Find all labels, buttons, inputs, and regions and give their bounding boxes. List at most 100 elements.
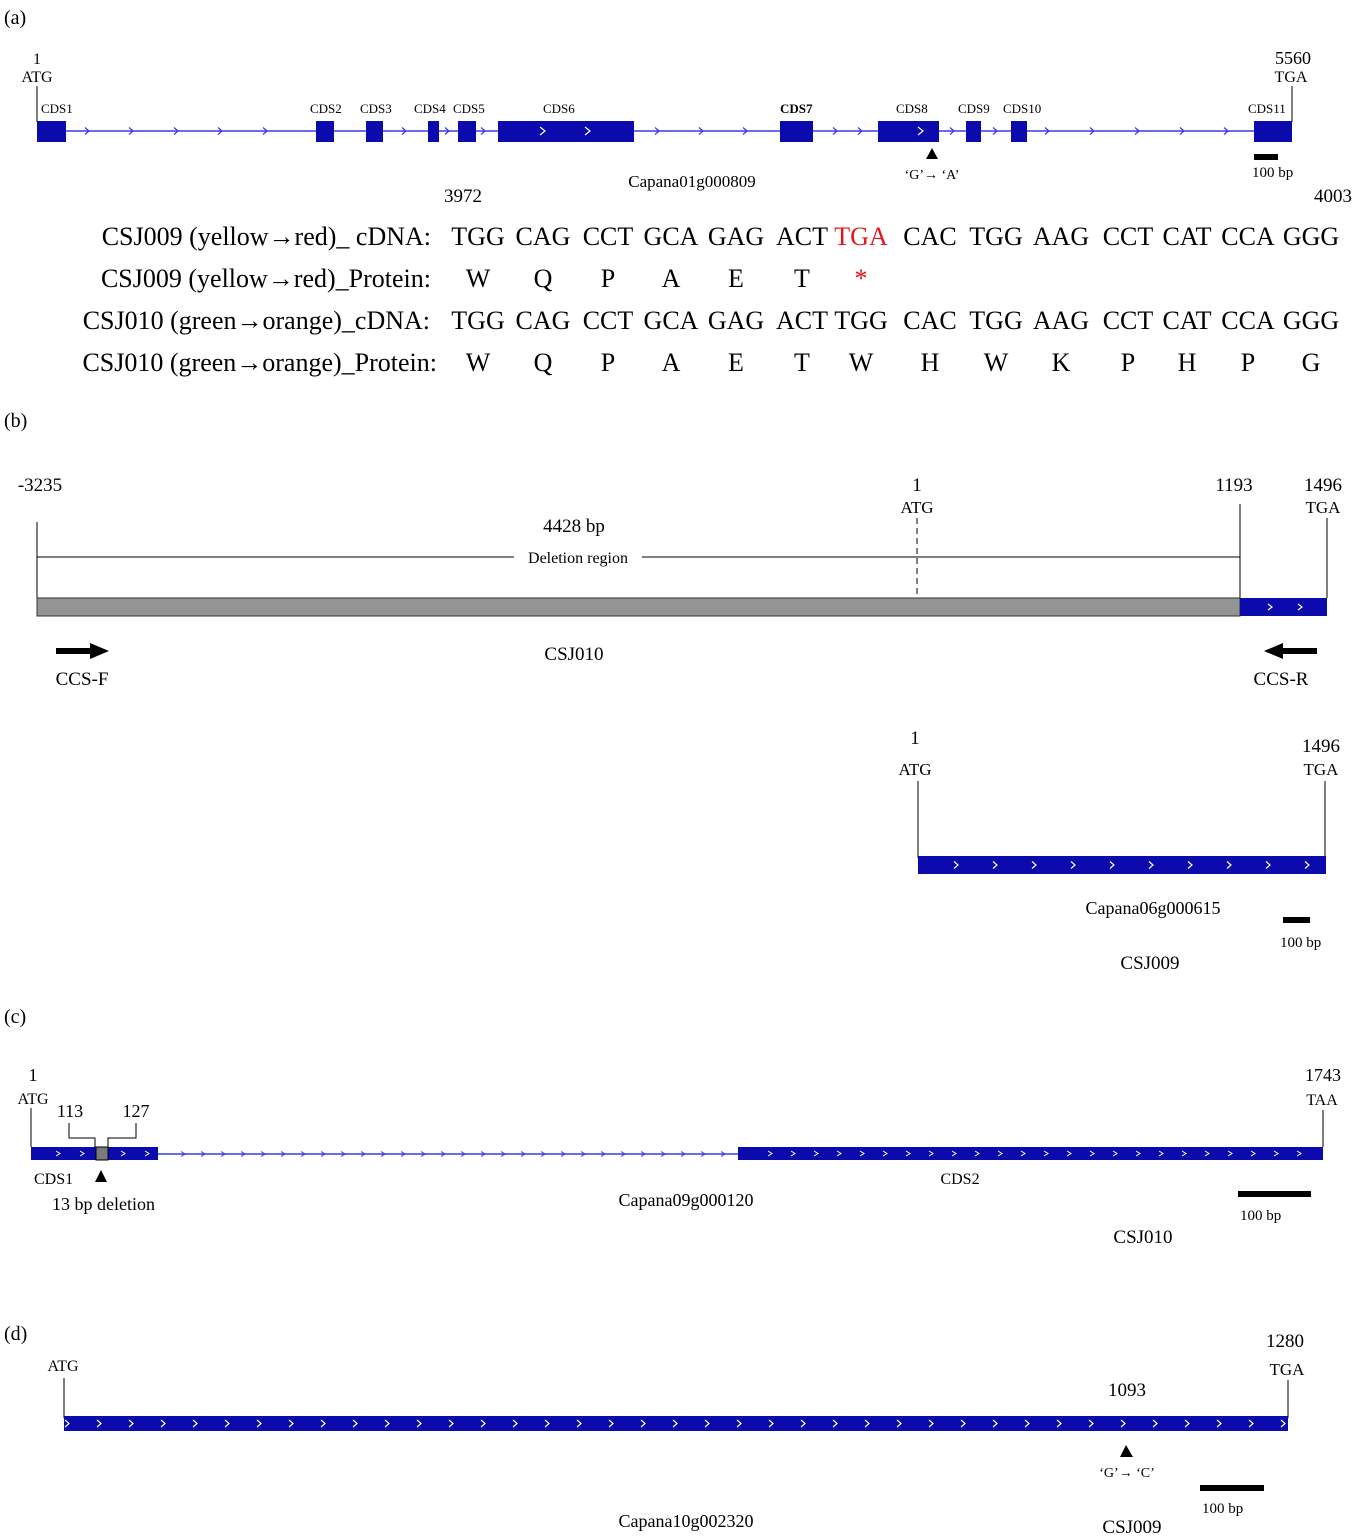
panel-b2-atg: ATG <box>898 760 931 779</box>
codon-token: CCA <box>1221 222 1275 251</box>
direction-arrow <box>401 127 407 135</box>
direction-arrow <box>660 1151 666 1157</box>
remaining-exon-bar <box>1240 598 1327 616</box>
amino-acid-token: P <box>601 264 615 293</box>
direction-arrow <box>800 1419 806 1428</box>
panel-d-exon-arrows <box>64 1419 1286 1428</box>
direction-arrow <box>384 1419 390 1428</box>
direction-arrow <box>928 1150 934 1157</box>
panel-a-start-number: 1 <box>33 51 41 68</box>
direction-arrow <box>448 1419 454 1428</box>
panel-b-atg: ATG <box>900 498 933 517</box>
panel-c-gene-name: Capana09g000120 <box>619 1190 754 1210</box>
panel-a-sequence-alignment: CSJ009 (yellow→red)_ cDNA: TGG CAG CCT GCA GA… <box>82 222 1339 377</box>
direction-arrow <box>1089 1150 1095 1157</box>
codon-token: CCA <box>1221 306 1275 335</box>
direction-arrow <box>960 1419 966 1428</box>
direction-arrow <box>128 1419 134 1428</box>
panel-d-gene-name: Capana10g002320 <box>619 1511 754 1531</box>
codon-token: CAC <box>903 306 956 335</box>
amino-acid-token: K <box>1052 348 1071 377</box>
panel-b2-exon-bar <box>918 856 1326 874</box>
direction-arrow <box>300 1151 306 1157</box>
direction-arrow <box>1020 1150 1026 1157</box>
direction-arrow <box>256 1419 262 1428</box>
panel-b-label: (b) <box>4 410 27 432</box>
direction-arrow <box>992 1419 998 1428</box>
codon-token: CCT <box>1103 306 1154 335</box>
panel-d-exon-bar <box>64 1416 1288 1431</box>
direction-arrow <box>859 1150 865 1157</box>
direction-arrow <box>640 1151 646 1157</box>
direction-arrow <box>64 1419 70 1428</box>
direction-arrow <box>1179 127 1185 135</box>
exon-arrow <box>917 126 924 136</box>
panel-a-intron-arrows <box>84 127 1229 135</box>
cds-label-4: CDS4 <box>414 101 446 116</box>
panel-a-start-codon: ATG <box>21 69 53 86</box>
codon-token: CCT <box>583 306 634 335</box>
codon-token: GAG <box>708 222 764 251</box>
direction-arrow <box>1304 861 1310 869</box>
cds-label-5: CDS5 <box>453 101 485 116</box>
direction-arrow <box>320 1151 326 1157</box>
direction-arrow <box>974 1150 980 1157</box>
panel-c-end-codon: TAA <box>1306 1092 1338 1109</box>
exon-cds4 <box>428 121 439 142</box>
cds-label-8: CDS8 <box>896 101 928 116</box>
panel-c-exon-arrows <box>55 1150 1302 1157</box>
direction-arrow <box>480 127 486 135</box>
panel-b-gene-name: Capana06g000615 <box>1086 898 1221 918</box>
panel-b-pos-atg: 1 <box>912 475 922 496</box>
amino-acid-token: E <box>728 348 744 377</box>
direction-arrow <box>1296 1150 1302 1157</box>
direction-arrow <box>444 127 450 135</box>
direction-arrow <box>480 1151 486 1157</box>
exon-cds7 <box>780 121 813 142</box>
direction-arrow <box>1134 127 1140 135</box>
direction-arrow <box>997 1150 1003 1157</box>
direction-arrow <box>55 1150 61 1157</box>
direction-arrow <box>512 1419 518 1428</box>
direction-arrow <box>262 127 268 135</box>
direction-arrow <box>96 1419 102 1428</box>
panel-d: (d) ATG 1280 TGA 1093 ‘G’→ ‘C’ 100 bp Ca… <box>4 1323 1305 1538</box>
amino-acid-token: H <box>921 348 940 377</box>
panel-b-tga: TGA <box>1306 498 1342 517</box>
direction-arrow <box>654 127 660 135</box>
direction-arrow <box>1265 861 1271 869</box>
direction-arrow <box>192 1419 198 1428</box>
panel-c-deletion-marker <box>95 1170 107 1182</box>
exon-arrow <box>539 126 546 136</box>
direction-arrow <box>742 127 748 135</box>
direction-arrow <box>832 127 838 135</box>
direction-arrow <box>672 1419 678 1428</box>
panel-a-gene-name: Capana01g000809 <box>628 172 755 191</box>
panel-a-exons <box>37 121 1292 142</box>
codon-token: ACT <box>776 306 828 335</box>
direction-arrow <box>380 1151 386 1157</box>
panel-c-line-csj010: CSJ010 <box>1113 1227 1172 1248</box>
amino-acid-token: P <box>1241 348 1255 377</box>
direction-arrow <box>240 1151 246 1157</box>
sequence-row-label: CSJ010 (green→orange)_cDNA: <box>83 306 430 335</box>
amino-acid-token: T <box>794 348 810 377</box>
panel-c-cds1-label: CDS1 <box>34 1171 73 1188</box>
amino-acid-token: T <box>794 264 810 293</box>
direction-arrow <box>224 1419 230 1428</box>
direction-arrow <box>953 861 959 869</box>
panel-d-mutation-marker <box>1120 1445 1133 1457</box>
direction-arrow <box>288 1419 294 1428</box>
direction-arrow <box>1070 861 1076 869</box>
direction-arrow <box>1089 127 1095 135</box>
direction-arrow <box>352 1419 358 1428</box>
panel-d-scale-label: 100 bp <box>1202 1501 1243 1517</box>
direction-arrow <box>896 1419 902 1428</box>
direction-arrow <box>1043 1150 1049 1157</box>
codon-token: CAC <box>903 222 956 251</box>
panel-a-scale-bar <box>1254 154 1278 160</box>
sequence-row-label: CSJ009 (yellow→red)_ cDNA: <box>102 222 431 251</box>
codon-token: CAT <box>1162 222 1211 251</box>
direction-arrow <box>951 1150 957 1157</box>
exon-arrow <box>1267 603 1273 611</box>
